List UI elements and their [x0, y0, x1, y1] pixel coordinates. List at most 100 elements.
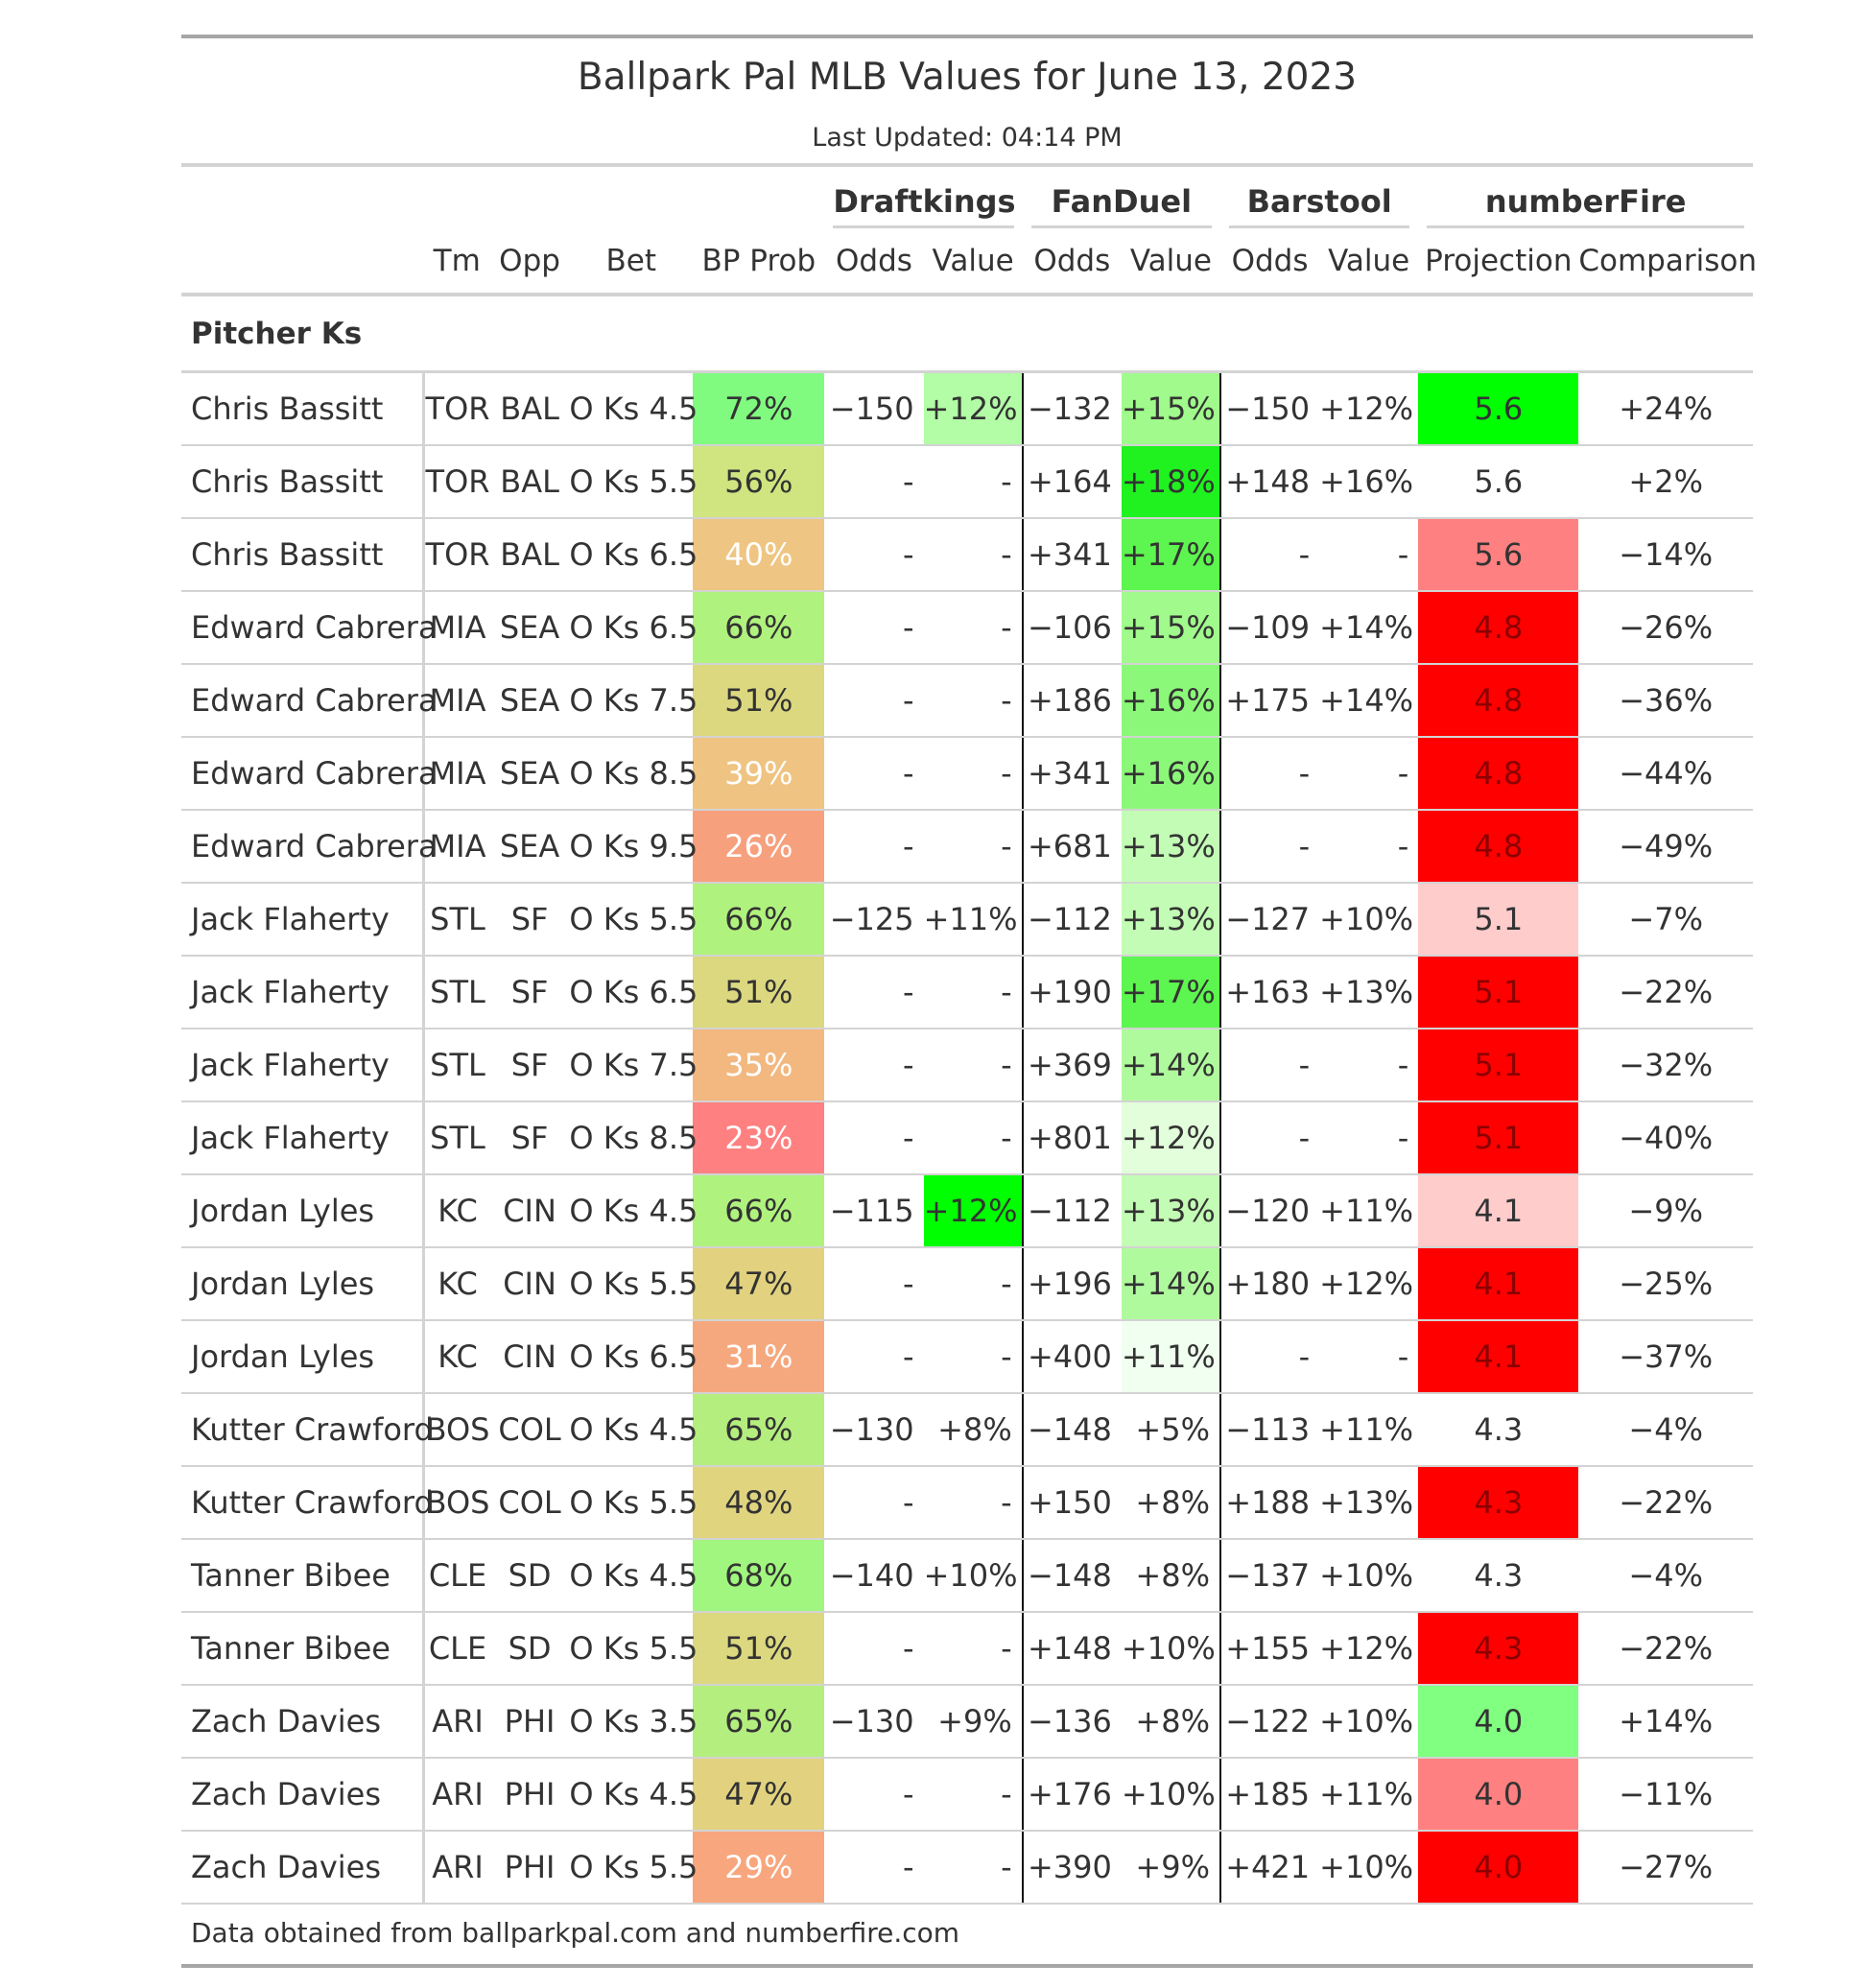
cell-comparison: −4% [1578, 1393, 1753, 1467]
cell-dk-odds: - [824, 1831, 924, 1905]
cell-dk-value: - [923, 810, 1023, 884]
cell-opponent: SF [489, 956, 570, 1030]
cell-pitcher-name: Zach Davies [181, 1758, 426, 1832]
cell-fd-value: +8% [1121, 1466, 1220, 1540]
cell-fd-value: +14% [1121, 1247, 1220, 1321]
cell-comparison: −26% [1578, 591, 1753, 665]
cell-bs-value: +13% [1319, 956, 1419, 1030]
cell-dk-odds: −130 [824, 1685, 924, 1759]
cell-bs-value: +12% [1319, 1612, 1419, 1686]
cell-team: TOR [423, 373, 490, 446]
cell-comparison: −32% [1578, 1029, 1753, 1102]
cell-bs-odds: +180 [1218, 1247, 1320, 1321]
cell-bs-value: +12% [1319, 1247, 1419, 1321]
column-header-dk-value: Value [923, 228, 1023, 296]
cell-team: MIA [423, 810, 490, 884]
cell-opponent: COL [489, 1466, 570, 1540]
cell-opponent: SEA [489, 737, 570, 811]
cell-bs-value: - [1319, 1320, 1419, 1394]
table-row: Kutter Crawford BOS COL O Ks 4.5 65% −130 +8% −… [181, 1393, 1753, 1467]
cell-fd-odds: +196 [1021, 1247, 1122, 1321]
cell-bs-odds: - [1218, 737, 1320, 811]
cell-dk-odds: −115 [824, 1174, 924, 1248]
cell-fd-value: +17% [1121, 518, 1220, 592]
cell-bs-odds: +185 [1218, 1758, 1320, 1832]
cell-dk-odds: - [824, 1320, 924, 1394]
table-row: Edward Cabrera MIA SEA O Ks 9.5 26% - - +681 +13… [181, 810, 1753, 884]
cell-dk-value: - [923, 1612, 1023, 1686]
cell-bs-odds: - [1218, 810, 1320, 884]
cell-team: CLE [423, 1612, 490, 1686]
cell-projection: 4.0 [1418, 1758, 1579, 1832]
cell-bp-prob: 29% [693, 1831, 825, 1905]
values-table-container: Ballpark Pal MLB Values for June 13, 202… [181, 35, 1757, 1968]
cell-opponent: CIN [489, 1174, 570, 1248]
cell-bs-odds: +148 [1218, 445, 1320, 519]
cell-bs-value: +10% [1319, 1831, 1419, 1905]
cell-comparison: −25% [1578, 1247, 1753, 1321]
cell-bp-prob: 47% [693, 1758, 825, 1832]
group-label: Pitcher Ks [181, 296, 1753, 373]
cell-bp-prob: 51% [693, 1612, 825, 1686]
cell-fd-odds: −112 [1021, 1174, 1122, 1248]
table-body: Chris Bassitt TOR BAL O Ks 4.5 72% −150 +12% −1… [181, 373, 1753, 1905]
cell-bs-odds: −109 [1218, 591, 1320, 665]
cell-bs-value: - [1319, 518, 1419, 592]
cell-bs-value: +11% [1319, 1758, 1419, 1832]
table-row: Chris Bassitt TOR BAL O Ks 5.5 56% - - +164 +18%… [181, 445, 1753, 519]
cell-opponent: PHI [489, 1685, 570, 1759]
table-row: Jordan Lyles KC CIN O Ks 4.5 66% −115 +12% −112… [181, 1174, 1753, 1248]
column-header-bs-value: Value [1319, 228, 1419, 296]
cell-bet: O Ks 6.5 [569, 1320, 698, 1394]
cell-pitcher-name: Edward Cabrera [181, 591, 438, 665]
table-row: Zach Davies ARI PHI O Ks 4.5 47% - - +176 +10% +1… [181, 1758, 1753, 1832]
column-header-dk-odds: Odds [824, 228, 924, 296]
cell-fd-odds: +164 [1021, 445, 1122, 519]
cell-pitcher-name: Kutter Crawford [181, 1466, 434, 1540]
cell-bs-value: - [1319, 737, 1419, 811]
cell-comparison: −40% [1578, 1101, 1753, 1175]
cell-dk-value: - [923, 956, 1023, 1030]
cell-dk-odds: −140 [824, 1539, 924, 1613]
table-row: Jack Flaherty STL SF O Ks 6.5 51% - - +190 +17% +… [181, 956, 1753, 1030]
cell-fd-odds: +150 [1021, 1466, 1122, 1540]
cell-fd-value: +13% [1121, 1174, 1220, 1248]
cell-bs-odds: +163 [1218, 956, 1320, 1030]
cell-comparison: −49% [1578, 810, 1753, 884]
cell-fd-value: +14% [1121, 1029, 1220, 1102]
cell-bp-prob: 56% [693, 445, 825, 519]
cell-bs-value: +14% [1319, 664, 1419, 738]
table-row: Jack Flaherty STL SF O Ks 7.5 35% - - +369 +14% -… [181, 1029, 1753, 1102]
cell-fd-odds: +801 [1021, 1101, 1122, 1175]
cell-bs-value: +13% [1319, 1466, 1419, 1540]
cell-bp-prob: 66% [693, 591, 825, 665]
cell-dk-odds: - [824, 591, 924, 665]
cell-fd-value: +15% [1121, 373, 1220, 446]
cell-bp-prob: 68% [693, 1539, 825, 1613]
cell-dk-value: - [923, 737, 1023, 811]
cell-bs-odds: −122 [1218, 1685, 1320, 1759]
cell-bet: O Ks 8.5 [569, 737, 698, 811]
column-header-fd-odds: Odds [1022, 228, 1122, 296]
cell-comparison: −36% [1578, 664, 1753, 738]
cell-fd-value: +10% [1121, 1612, 1220, 1686]
cell-pitcher-name: Tanner Bibee [181, 1539, 426, 1613]
cell-pitcher-name: Jordan Lyles [181, 1174, 426, 1248]
cell-bp-prob: 51% [693, 664, 825, 738]
cell-pitcher-name: Jordan Lyles [181, 1247, 426, 1321]
cell-bs-value: +14% [1319, 591, 1419, 665]
cell-projection: 4.1 [1418, 1174, 1579, 1248]
cell-dk-value: - [923, 591, 1023, 665]
cell-projection: 4.3 [1418, 1612, 1579, 1686]
cell-fd-value: +13% [1121, 810, 1220, 884]
table-row: Jack Flaherty STL SF O Ks 5.5 66% −125 +11% −11… [181, 883, 1753, 957]
cell-opponent: SEA [489, 664, 570, 738]
cell-projection: 4.0 [1418, 1685, 1579, 1759]
cell-fd-value: +11% [1121, 1320, 1220, 1394]
cell-bs-odds: +155 [1218, 1612, 1320, 1686]
cell-bp-prob: 66% [693, 1174, 825, 1248]
cell-pitcher-name: Zach Davies [181, 1831, 426, 1905]
column-header-tm: Tm [423, 228, 490, 296]
cell-comparison: −27% [1578, 1831, 1753, 1905]
cell-bs-odds: −120 [1218, 1174, 1320, 1248]
